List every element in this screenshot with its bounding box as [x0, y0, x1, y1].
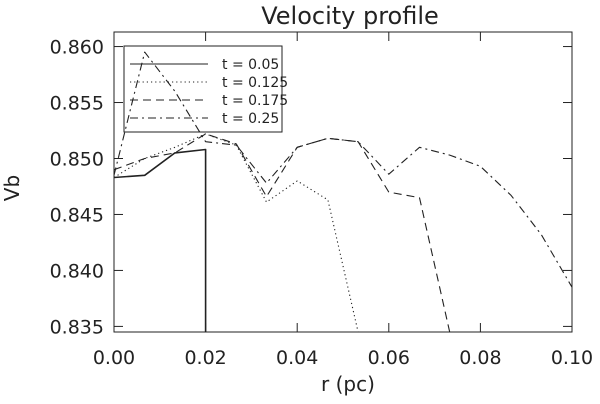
- series-line-dashed: [113, 133, 451, 333]
- chart-title: Velocity profile: [261, 2, 439, 30]
- x-tick-label: 0.00: [93, 347, 135, 369]
- legend-label: t = 0.125: [222, 75, 288, 91]
- legend-label: t = 0.05: [222, 57, 279, 73]
- y-axis-title: Vb: [0, 175, 24, 201]
- x-tick-label: 0.04: [276, 347, 318, 369]
- y-tick-label: 0.860: [50, 37, 104, 59]
- y-tick-label: 0.840: [50, 260, 104, 282]
- x-tick-label: 0.08: [459, 347, 501, 369]
- series-line-dashdot: [113, 51, 573, 288]
- series-line-dotted: [113, 133, 359, 333]
- legend-label: t = 0.25: [222, 111, 279, 127]
- legend-label: t = 0.175: [222, 93, 288, 109]
- y-tick-label: 0.845: [50, 204, 104, 226]
- y-tick-label: 0.850: [50, 148, 104, 170]
- y-tick-label: 0.855: [50, 93, 104, 115]
- x-tick-label: 0.06: [368, 347, 410, 369]
- plot-frame: [113, 31, 573, 333]
- y-tick-label: 0.835: [50, 316, 104, 338]
- x-tick-label: 0.10: [551, 347, 593, 369]
- x-tick-label: 0.02: [184, 347, 226, 369]
- x-axis-title: r (pc): [321, 372, 375, 396]
- series-line-solid: [113, 148, 207, 332]
